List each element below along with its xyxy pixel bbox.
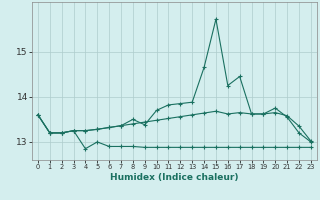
X-axis label: Humidex (Indice chaleur): Humidex (Indice chaleur) xyxy=(110,173,239,182)
